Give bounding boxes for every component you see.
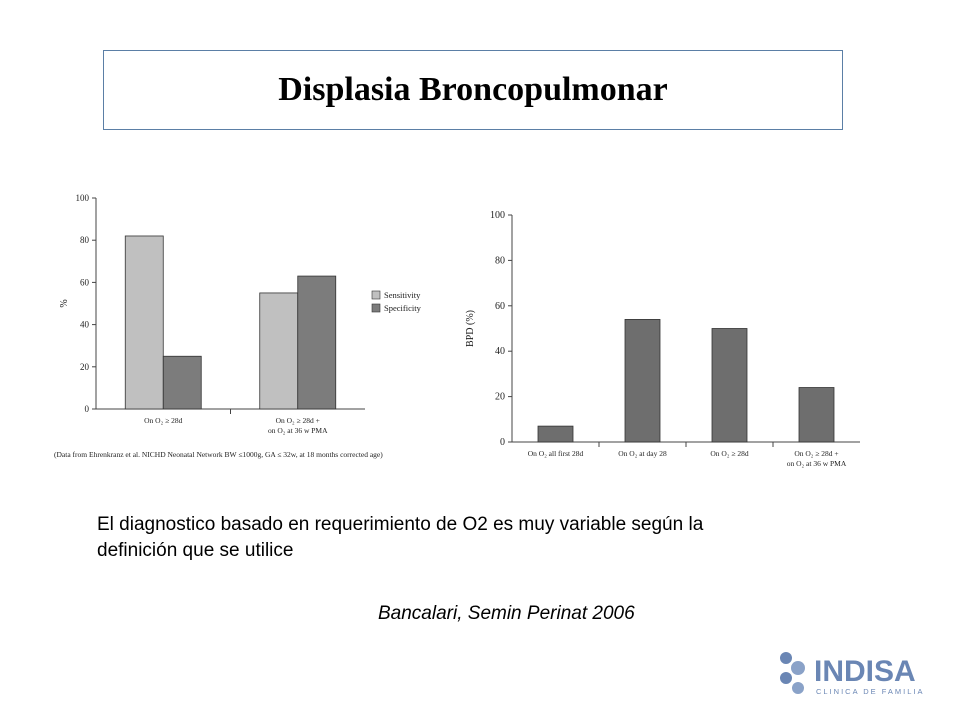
x-category-label: On O₂ all first 28d <box>528 449 584 458</box>
logo-name: INDISA <box>814 655 916 688</box>
logo-tagline: CLINICA DE FAMILIA <box>816 687 925 696</box>
x-category-label: on O₂ at 36 w PMA <box>268 426 328 435</box>
chart-bpd-percent: 0 20 40 60 80 100 BPD (%) On O₂ all first 28d On… <box>465 210 860 468</box>
x-category-label: On O₂ ≥ 28d + <box>794 449 838 458</box>
bar <box>537 425 574 443</box>
y-tick-label: 100 <box>76 193 90 203</box>
legend-label: Sensitivity <box>384 290 421 300</box>
x-category-label: On O₂ ≥ 28d <box>144 416 182 425</box>
x-category-label: on O₂ at 36 w PMA <box>787 459 847 468</box>
chart-sensitivity-specificity: 0 20 40 60 80 100% On O₂ ≥ 28d On O₂ ≥ 28d +on … <box>54 193 422 459</box>
y-tick-label: 60 <box>80 277 90 287</box>
bar <box>259 292 299 410</box>
legend-swatch <box>371 290 381 300</box>
bar <box>297 275 337 410</box>
citation: Bancalari, Semin Perinat 2006 <box>378 603 635 624</box>
x-category-label: On O₂ ≥ 28d <box>710 449 748 458</box>
logo-mark-icon <box>780 652 805 694</box>
bar <box>711 328 748 443</box>
y-tick-label: 40 <box>80 320 90 330</box>
body-text: El diagnostico basado en requerimiento d… <box>97 514 704 561</box>
indisa-logo: INDISA CLINICA DE FAMILIA <box>780 652 925 696</box>
y-axis-label: BPD (%) <box>465 310 476 347</box>
y-tick-label: 100 <box>490 210 505 221</box>
chart-footnote: (Data from Ehrenkranz et al. NICHD Neona… <box>54 450 383 459</box>
y-tick-label: 80 <box>80 235 90 245</box>
y-tick-label: 0 <box>85 404 90 414</box>
y-axis-label: % <box>59 299 70 307</box>
bar <box>624 319 661 443</box>
y-tick-label: 40 <box>495 346 505 357</box>
slide-title: Displasia Broncopulmonar <box>278 71 668 108</box>
legend-swatch <box>371 303 381 313</box>
bar <box>162 355 202 410</box>
bar <box>798 387 835 443</box>
legend-label: Specificity <box>384 303 422 313</box>
x-category-label: On O₂ ≥ 28d + <box>276 416 320 425</box>
y-tick-label: 20 <box>80 362 90 372</box>
y-tick-label: 80 <box>495 255 505 266</box>
bar <box>124 235 164 410</box>
y-tick-label: 0 <box>500 437 505 448</box>
title-box: Displasia Broncopulmonar <box>103 50 843 130</box>
y-tick-label: 60 <box>495 301 505 312</box>
x-category-label: On O₂ at day 28 <box>618 449 667 458</box>
y-tick-label: 20 <box>495 392 505 403</box>
